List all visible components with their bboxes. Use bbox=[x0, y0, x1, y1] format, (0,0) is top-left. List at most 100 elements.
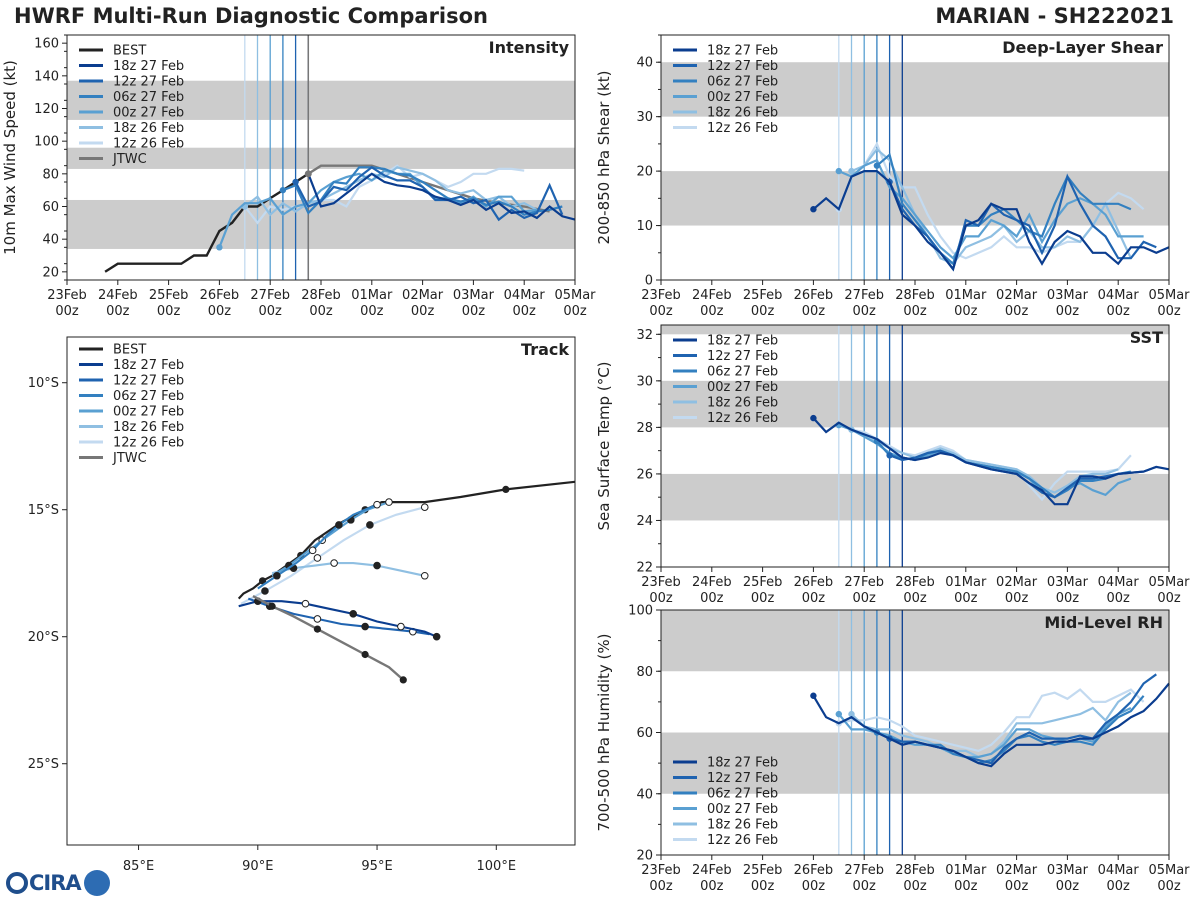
track-frame bbox=[66, 336, 576, 846]
rh-run-start-3 bbox=[835, 710, 842, 718]
track-run-dot bbox=[361, 622, 369, 631]
storm-title: MARIAN - SH222021 bbox=[935, 4, 1174, 28]
shear-run-start-3 bbox=[835, 167, 842, 175]
intensity-title: Intensity bbox=[489, 38, 570, 57]
intensity-xtick-hour-9: 00z bbox=[513, 304, 537, 319]
rh-xtick-date-8: 03Mar bbox=[1047, 863, 1089, 878]
shear-xtick-date-0: 23Feb bbox=[641, 288, 681, 303]
rh-panel: 2040608010023Feb00z24Feb00z25Feb00z26Feb… bbox=[595, 604, 1190, 895]
rh-run-start-4 bbox=[848, 710, 855, 718]
track-legend-label-5: 18z 26 Feb bbox=[113, 420, 184, 435]
track-run-dot bbox=[261, 587, 269, 595]
intensity-xtick-hour-4: 00z bbox=[259, 304, 283, 319]
intensity-xtick-hour-5: 00z bbox=[309, 304, 333, 319]
sst-legend-label-5: 12z 26 Feb bbox=[707, 411, 778, 426]
intensity-xtick-date-1: 24Feb bbox=[98, 288, 138, 303]
track-run-dot bbox=[335, 521, 343, 529]
sst-xtick-date-4: 27Feb bbox=[844, 575, 884, 590]
sst-legend-label-1: 12z 27 Feb bbox=[707, 349, 778, 364]
rh-legend-label-2: 06z 27 Feb bbox=[707, 787, 778, 802]
intensity-xtick-date-5: 28Feb bbox=[301, 288, 341, 303]
track-run-line-0 bbox=[238, 600, 438, 638]
shear-run-start-4 bbox=[848, 167, 855, 175]
sst-xtick-hour-10: 00z bbox=[1157, 591, 1181, 606]
shear-xtick-date-1: 24Feb bbox=[692, 288, 732, 303]
shear-legend-label-5: 12z 26 Feb bbox=[707, 121, 778, 136]
track-run-dot bbox=[308, 546, 317, 555]
rh-xtick-hour-6: 00z bbox=[954, 879, 978, 894]
intensity-best-line bbox=[104, 172, 309, 273]
shear-ytick-label-4: 40 bbox=[636, 56, 653, 71]
sst-xtick-date-2: 25Feb bbox=[743, 575, 783, 590]
sst-ytick-label-0: 22 bbox=[636, 561, 653, 576]
sst-xtick-hour-0: 00z bbox=[649, 591, 673, 606]
intensity-xtick-date-0: 23Feb bbox=[47, 288, 87, 303]
rh-ytick-label-2: 60 bbox=[636, 726, 653, 741]
shear-run-start-0 bbox=[810, 206, 817, 213]
sst-ytick-label-1: 24 bbox=[636, 514, 653, 529]
sst-xtick-date-5: 28Feb bbox=[895, 575, 935, 590]
track-run-line-5 bbox=[240, 506, 425, 605]
sst-run-start-0 bbox=[810, 414, 817, 422]
intensity-ylabel: 10m Max Wind Speed (kt) bbox=[1, 60, 19, 255]
shear-xtick-hour-4: 00z bbox=[853, 304, 877, 319]
sst-legend-label-2: 06z 27 Feb bbox=[707, 365, 778, 380]
shear-run-line-4 bbox=[851, 147, 1132, 266]
rh-xtick-date-4: 27Feb bbox=[844, 863, 884, 878]
intensity-legend-label-4: 00z 27 Feb bbox=[113, 106, 184, 121]
shear-xtick-hour-7: 00z bbox=[1005, 304, 1029, 319]
intensity-band-2 bbox=[67, 80, 575, 120]
shear-xtick-hour-6: 00z bbox=[954, 304, 978, 319]
intensity-run-start-1 bbox=[292, 178, 299, 186]
rh-ytick-label-0: 20 bbox=[636, 849, 653, 864]
intensity-run-line-2 bbox=[282, 166, 563, 216]
intensity-xtick-hour-6: 00z bbox=[360, 304, 384, 319]
sst-xtick-hour-5: 00z bbox=[903, 591, 927, 606]
sst-xtick-date-8: 03Mar bbox=[1047, 575, 1089, 590]
rh-ytick-label-4: 100 bbox=[628, 604, 653, 619]
sst-xtick-hour-9: 00z bbox=[1107, 591, 1131, 606]
track-run-dot bbox=[397, 622, 405, 631]
rh-xtick-hour-9: 00z bbox=[1107, 879, 1131, 894]
track-legend-label-1: 18z 27 Feb bbox=[113, 358, 184, 373]
shear-xtick-date-9: 04Mar bbox=[1098, 288, 1140, 303]
rh-ytick-label-1: 40 bbox=[636, 787, 653, 802]
shear-legend-label-4: 18z 26 Feb bbox=[707, 106, 778, 121]
track-best-line bbox=[237, 480, 576, 600]
intensity-legend-label-0: BEST bbox=[113, 44, 146, 59]
track-legend-label-3: 06z 27 Feb bbox=[113, 389, 184, 404]
shear-legend-label-3: 00z 27 Feb bbox=[707, 90, 778, 105]
logo-badge-icon bbox=[83, 870, 110, 896]
intensity-ytick-label-1: 40 bbox=[42, 233, 59, 248]
track-jtwc-dot bbox=[268, 602, 276, 610]
sst-ytick-label-5: 32 bbox=[636, 328, 653, 343]
sst-run-line-0 bbox=[812, 417, 1170, 506]
track-jtwc-dot bbox=[361, 650, 369, 659]
rh-band-1 bbox=[661, 610, 1169, 672]
shear-run-start-2 bbox=[873, 162, 881, 169]
intensity-band-1 bbox=[67, 147, 575, 169]
track-xtick-label-1: 90°E bbox=[242, 859, 273, 874]
rh-xtick-hour-2: 00z bbox=[751, 879, 775, 894]
intensity-xtick-date-6: 01Mar bbox=[351, 288, 393, 303]
rh-xtick-date-9: 04Mar bbox=[1098, 863, 1140, 878]
intensity-legend-label-3: 06z 27 Feb bbox=[113, 90, 184, 105]
rh-xtick-hour-5: 00z bbox=[903, 879, 927, 894]
rh-xtick-hour-3: 00z bbox=[802, 879, 826, 894]
sst-legend-label-3: 00z 27 Feb bbox=[707, 380, 778, 395]
sst-xtick-hour-1: 00z bbox=[700, 591, 724, 606]
shear-xtick-hour-3: 00z bbox=[802, 304, 826, 319]
shear-title: Deep-Layer Shear bbox=[1002, 38, 1163, 57]
intensity-ytick-label-5: 120 bbox=[34, 102, 59, 117]
sst-xtick-hour-3: 00z bbox=[802, 591, 826, 606]
intensity-xtick-date-10: 05Mar bbox=[554, 288, 596, 303]
intensity-xtick-hour-1: 00z bbox=[106, 304, 130, 319]
rh-xtick-date-3: 26Feb bbox=[794, 863, 834, 878]
intensity-legend-label-6: 12z 26 Feb bbox=[113, 137, 184, 152]
track-run-dot bbox=[301, 599, 310, 608]
sst-xtick-date-1: 24Feb bbox=[692, 575, 732, 590]
sst-xtick-date-9: 04Mar bbox=[1098, 575, 1140, 590]
intensity-ytick-label-4: 100 bbox=[34, 135, 59, 150]
track-jtwc-dot bbox=[313, 625, 322, 633]
